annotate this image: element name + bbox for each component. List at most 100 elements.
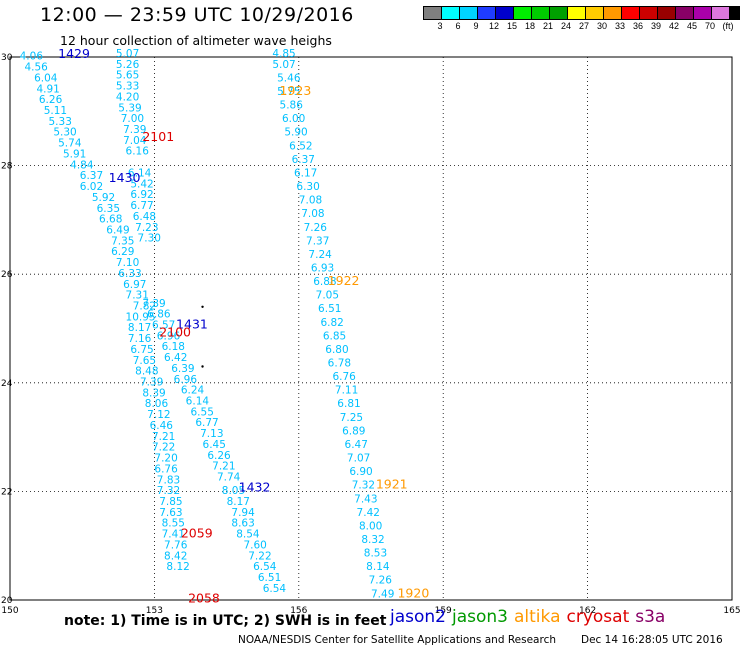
legend-s3a: s3a [635,607,666,627]
wave-height-value: 8.42 [164,550,187,562]
wave-height-value: 5.46 [277,72,301,84]
colorbar-label: 3 [437,21,443,31]
wave-height-value: 7.42 [357,507,380,519]
wave-height-value: 7.74 [217,472,241,484]
wave-height-value: 6.77 [195,417,218,429]
lon-tick-label: 165 [723,606,740,616]
wave-height-value: 7.43 [354,493,377,505]
wave-height-value: 6.37 [80,170,103,182]
wave-height-value: 7.85 [159,496,182,508]
wave-height-value: 8.55 [162,518,185,530]
wave-height-value: 7.22 [152,442,175,454]
wave-height-value: 8.54 [236,529,260,541]
wave-height-value: 7.08 [299,195,322,207]
map-subtitle: 12 hour collection of altimeter wave hei… [60,33,332,48]
wave-height-value: 6.14 [128,167,152,179]
pass-time-label: 1920 [397,585,429,600]
colorbar-label: 12 [488,21,500,31]
wave-height-value: 6.33 [118,268,141,280]
wave-height-value: 6.54 [263,583,287,595]
wave-height-value: 8.12 [166,561,189,573]
wave-height-value: 6.49 [106,224,129,236]
wave-height-value: 5.65 [116,70,139,82]
pass-time-label: 1921 [376,477,408,492]
wave-height-value: 6.02 [80,181,103,193]
wave-height-value: 7.08 [301,208,324,220]
lon-tick-label: 150 [1,606,18,616]
lat-tick-label: 26 [1,270,13,280]
wave-height-value: 7.21 [212,461,235,473]
wave-height-value: 7.83 [157,474,180,486]
wave-height-value: 6.92 [130,189,153,201]
wave-height-value: 7.25 [340,412,363,424]
lat-tick-label: 20 [1,596,13,606]
wave-height-value: 6.86 [147,309,171,321]
wave-height-value: 6.16 [126,146,150,158]
wave-height-value: 6.14 [186,396,210,408]
track-marker-dot [201,305,204,308]
wave-height-value: 7.39 [123,124,146,136]
pass-time-label: 1432 [239,479,271,494]
wave-height-value: 5.30 [53,127,76,139]
track-1: 4.064.566.044.916.265.115.335.305.745.91… [20,51,190,573]
wave-height-value: 6.24 [181,385,205,397]
wave-height-value: 7.63 [159,507,182,519]
wave-height-value: 7.82 [133,300,156,312]
lat-tick-label: 28 [1,162,13,172]
map-axis-labels: 150 153 156 159 162 165 30 28 26 24 22 20 [1,53,740,616]
wave-height-value: 5.07 [116,48,139,60]
wave-height-value: 6.17 [294,167,317,179]
wave-height-values: 4.064.566.044.916.265.115.335.305.745.91… [20,48,395,600]
wave-height-value: 6.35 [97,203,120,215]
track-2: 5.075.265.655.334.205.397.007.397.046.16… [116,48,287,595]
legend-cryosat: cryosat [566,607,630,627]
wave-height-value: 7.32 [157,485,180,497]
wave-height-value: 7.94 [231,507,255,519]
colorbar-label: 18 [524,21,536,31]
wave-height-value: 7.60 [243,539,266,551]
wave-height-value: 6.48 [133,211,156,223]
colorbar-label: 45 [686,21,698,31]
wave-height-value: 6.52 [289,140,312,152]
wave-height-value: 7.10 [116,257,139,269]
wave-height-value: 5.75 [277,86,300,98]
colorbar-label: 9 [473,21,479,31]
colorbar-label: 33 [614,21,626,31]
lon-tick-label: 162 [579,606,596,616]
wave-height-value: 6.81 [337,398,360,410]
wave-height-value: 5.92 [92,192,115,204]
wave-height-value: 5.39 [118,102,141,114]
map-grid [9,56,733,601]
wave-height-value: 7.24 [308,249,332,261]
lat-tick-label: 24 [1,379,13,389]
timestamp: Dec 14 16:28:05 UTC 2016 [581,634,723,646]
footer-note: note: 1) Time is in UTC; 2) SWH is in fe… [64,613,387,629]
wave-height-value: 4.91 [36,83,59,95]
pass-time-label: 1922 [328,273,360,288]
lat-tick-label: 30 [1,53,13,63]
pass-time-label: 2100 [159,325,191,340]
wave-height-value: 8.00 [359,520,382,532]
lon-tick-label: 159 [435,606,452,616]
wave-height-value: 7.32 [352,480,375,492]
wave-height-value: 6.54 [253,561,277,573]
wave-height-value: 7.07 [347,453,370,465]
colorbar-label: 30 [596,21,608,31]
wave-height-value: 8.32 [361,534,384,546]
colorbar-label: 15 [506,21,518,31]
satellite-legend: jason2 jason3 altika cryosat s3a [390,607,671,627]
wave-height-value: 5.86 [280,100,304,112]
track-marker-dot [201,365,204,368]
wave-height-value: 7.26 [304,222,328,234]
pass-time-label: 1923 [280,83,312,98]
wave-height-value: 5.33 [49,116,72,128]
wave-height-value: 7.39 [140,377,163,389]
map-title: 12:00 — 23:59 UTC 10/29/2016 [40,4,354,26]
wave-height-value: 6.42 [164,352,187,364]
pass-time-label: 1429 [58,46,90,61]
legend-jason3: jason3 [452,607,508,627]
colorbar-label: 24 [560,21,572,31]
colorbar-label: 27 [578,21,590,31]
colorbar-label: (ft) [722,21,734,31]
